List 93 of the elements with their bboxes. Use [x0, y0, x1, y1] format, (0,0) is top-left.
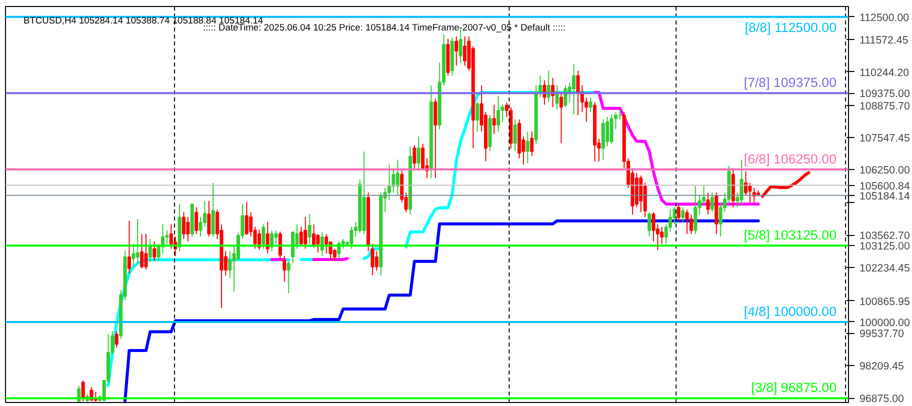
candlestick	[685, 209, 689, 235]
candlestick	[316, 234, 320, 253]
candlestick	[299, 226, 303, 247]
candlestick	[228, 250, 232, 279]
y-tick-label: 96875.00	[860, 393, 904, 406]
candlestick	[526, 131, 530, 164]
candlestick	[702, 186, 706, 206]
candlestick	[421, 143, 425, 169]
ref-line-label: [8/8] 112500.00	[744, 20, 837, 35]
ref-line-label: [4/8] 100000.00	[744, 304, 836, 319]
y-tick-label: 105600.84	[860, 180, 910, 192]
y-tick-label: 112500.00	[860, 12, 910, 24]
candlestick	[476, 102, 480, 132]
candlestick	[387, 164, 392, 200]
candlestick	[639, 175, 643, 213]
ref-line-label: [5/8] 103125.00	[744, 228, 836, 243]
candlestick	[136, 218, 140, 264]
candlestick	[169, 224, 173, 250]
candlestick	[282, 256, 286, 282]
candlestick	[114, 330, 118, 348]
candlestick	[244, 201, 248, 235]
y-tick-label: 103125.00	[860, 240, 910, 253]
candlestick	[278, 231, 282, 259]
candlestick	[262, 224, 266, 250]
y-tick-label: 100000.00	[860, 316, 910, 329]
y-tick-label: 109375.00	[860, 88, 910, 100]
candlestick	[211, 182, 215, 238]
candlestick	[350, 226, 354, 250]
candlestick	[416, 136, 420, 172]
candlestick	[148, 238, 152, 263]
candlestick	[127, 220, 131, 274]
candlestick	[140, 233, 144, 269]
candlestick	[202, 200, 206, 228]
candlestick	[304, 216, 308, 250]
candlestick	[660, 226, 664, 244]
candlestick	[324, 234, 328, 254]
candlestick	[274, 230, 278, 244]
candlestick	[182, 212, 186, 240]
candlestick	[434, 98, 438, 178]
ref-line-label: [3/8] 96875.00	[751, 380, 837, 396]
y-tick-label: 108875.70	[860, 100, 910, 112]
candlestick	[396, 159, 400, 196]
y-tick-label: 99537.70	[860, 328, 904, 340]
candlestick	[648, 212, 652, 238]
candlestick	[740, 159, 744, 206]
candlestick	[308, 214, 312, 244]
y-tick-label: 106250.00	[860, 164, 910, 176]
candlestick	[194, 206, 198, 235]
candlestick	[144, 233, 148, 270]
line-series	[761, 171, 810, 198]
y-tick-label: 102234.45	[860, 262, 910, 274]
candlestick	[492, 104, 496, 135]
text: ::::: DateTime: 2025.06.04 10:25 Price: 105184.14 TimeFrame-2007-v0_05 * Default :::::	[202, 22, 566, 32]
candlestick	[610, 114, 614, 144]
y-tick-label: 105184.14	[860, 190, 910, 202]
candlestick	[694, 186, 698, 235]
candlestick	[572, 64, 576, 115]
candlestick	[412, 144, 416, 169]
candlestick	[207, 200, 211, 238]
candlestick	[462, 36, 467, 66]
candlestick	[718, 202, 722, 238]
y-tick-label: 98209.45	[860, 360, 904, 373]
candlestick	[744, 170, 748, 196]
y-tick-label: 100865.95	[860, 296, 910, 308]
candlestick	[606, 116, 610, 147]
candlestick	[152, 240, 156, 262]
candlestick	[559, 92, 563, 144]
candlestick	[588, 96, 592, 113]
candlestick	[312, 224, 316, 248]
ref-line-label: [6/8] 106250.00	[744, 151, 836, 166]
candlestick	[454, 36, 458, 66]
candlestick	[652, 212, 656, 242]
ref-line-label: [7/8] 109375.00	[744, 75, 836, 90]
candlestick	[186, 216, 190, 242]
y-tick-label: 107547.45	[860, 132, 910, 145]
candlestick	[530, 131, 534, 156]
candlestick	[496, 95, 500, 132]
y-tick-label: 103562.70	[860, 230, 910, 242]
candlestick	[374, 250, 378, 272]
y-tick-label: 111572.45	[860, 34, 908, 47]
candlestick	[132, 243, 136, 266]
candlestick	[706, 192, 710, 216]
candlestick	[689, 214, 693, 235]
candlestick	[576, 70, 580, 116]
candlestick	[81, 380, 85, 402]
candlestick	[681, 206, 685, 222]
candlestick	[676, 204, 680, 222]
candlestick	[710, 192, 714, 213]
y-tick-label: 110244.20	[860, 66, 910, 79]
candlestick	[748, 182, 752, 203]
text: BTCUSD,H4 105284.14 105388.74 105188.84 105184.14	[24, 16, 264, 26]
candlestick	[513, 118, 517, 152]
candlestick	[286, 260, 290, 294]
